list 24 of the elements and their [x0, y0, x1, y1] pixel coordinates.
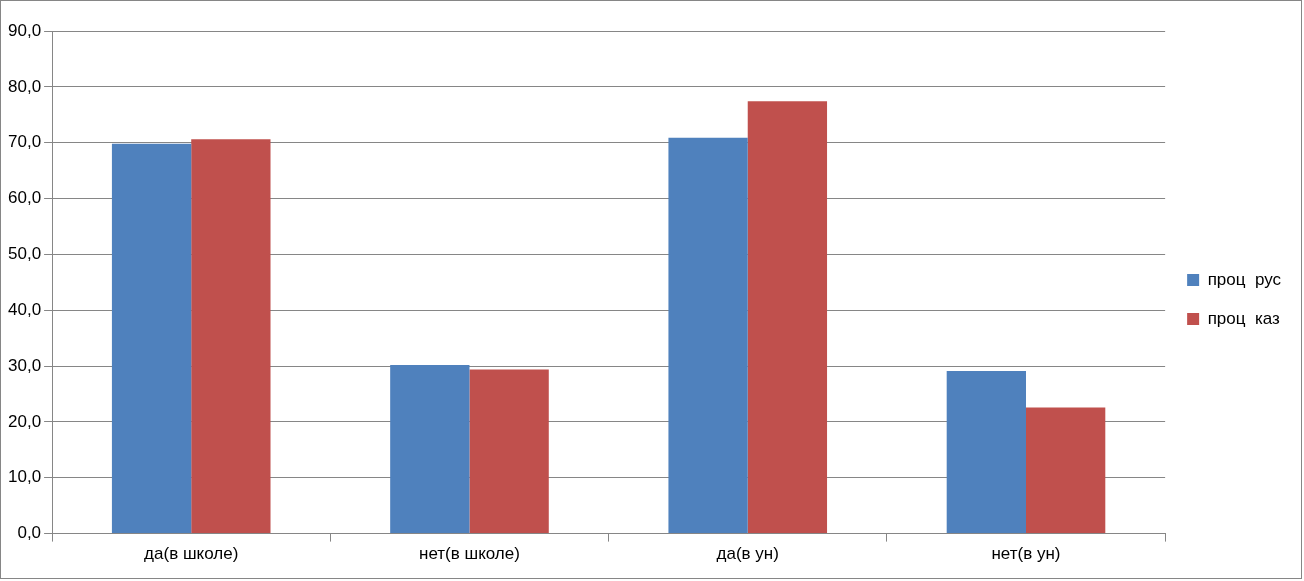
y-tick-label: 70,0: [7, 132, 42, 152]
y-tick-label: 10,0: [7, 467, 42, 487]
bar: [668, 137, 748, 534]
y-tick-label: 20,0: [7, 411, 42, 431]
bar: [469, 369, 549, 534]
y-tick-label: 80,0: [7, 76, 42, 96]
bar: [191, 139, 271, 534]
bar: [946, 371, 1026, 534]
y-tick-label: 0,0: [17, 523, 42, 543]
bar: [1026, 407, 1106, 534]
y-tick-label: 40,0: [7, 299, 42, 319]
legend-label: проц каз: [1207, 308, 1280, 328]
y-tick-label: 90,0: [7, 20, 42, 40]
legend-label: проц рус: [1207, 269, 1282, 289]
bar: [747, 101, 828, 534]
x-tick-label: нет(в школе): [419, 544, 520, 564]
x-tick-label: да(в школе): [144, 544, 239, 564]
y-tick-label: 30,0: [7, 355, 42, 375]
bar: [390, 364, 470, 534]
bar: [111, 143, 192, 534]
x-tick-label: да(в ун): [716, 544, 779, 564]
y-tick-label: 60,0: [7, 188, 42, 208]
x-tick-label: нет(в ун): [991, 544, 1061, 564]
y-tick-label: 50,0: [7, 244, 42, 264]
